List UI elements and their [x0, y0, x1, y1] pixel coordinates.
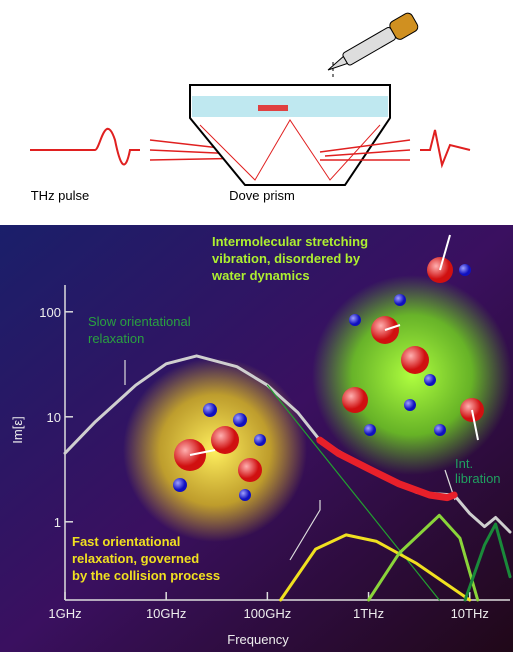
prism-label: Dove prism — [229, 188, 295, 203]
x-tick-label: 1GHz — [48, 606, 81, 621]
glow — [312, 275, 512, 475]
x-tick-label: 10THz — [451, 606, 489, 621]
figure: THz pulse Dove prism Slow orientationalr… — [0, 0, 513, 652]
x-axis-label: Frequency — [227, 632, 289, 647]
y-axis-label: Im[ε] — [10, 416, 25, 443]
x-tick-label: 100GHz — [244, 606, 292, 621]
y-tick-label: 10 — [47, 410, 61, 425]
setup-diagram: THz pulse Dove prism — [30, 11, 470, 203]
pulse-label: THz pulse — [31, 188, 90, 203]
y-tick-label: 1 — [54, 515, 61, 530]
y-tick-label: 100 — [39, 305, 61, 320]
x-tick-label: 10GHz — [146, 606, 186, 621]
page: THz pulse Dove prism Slow orientationalr… — [0, 0, 513, 657]
x-tick-label: 1THz — [353, 606, 384, 621]
